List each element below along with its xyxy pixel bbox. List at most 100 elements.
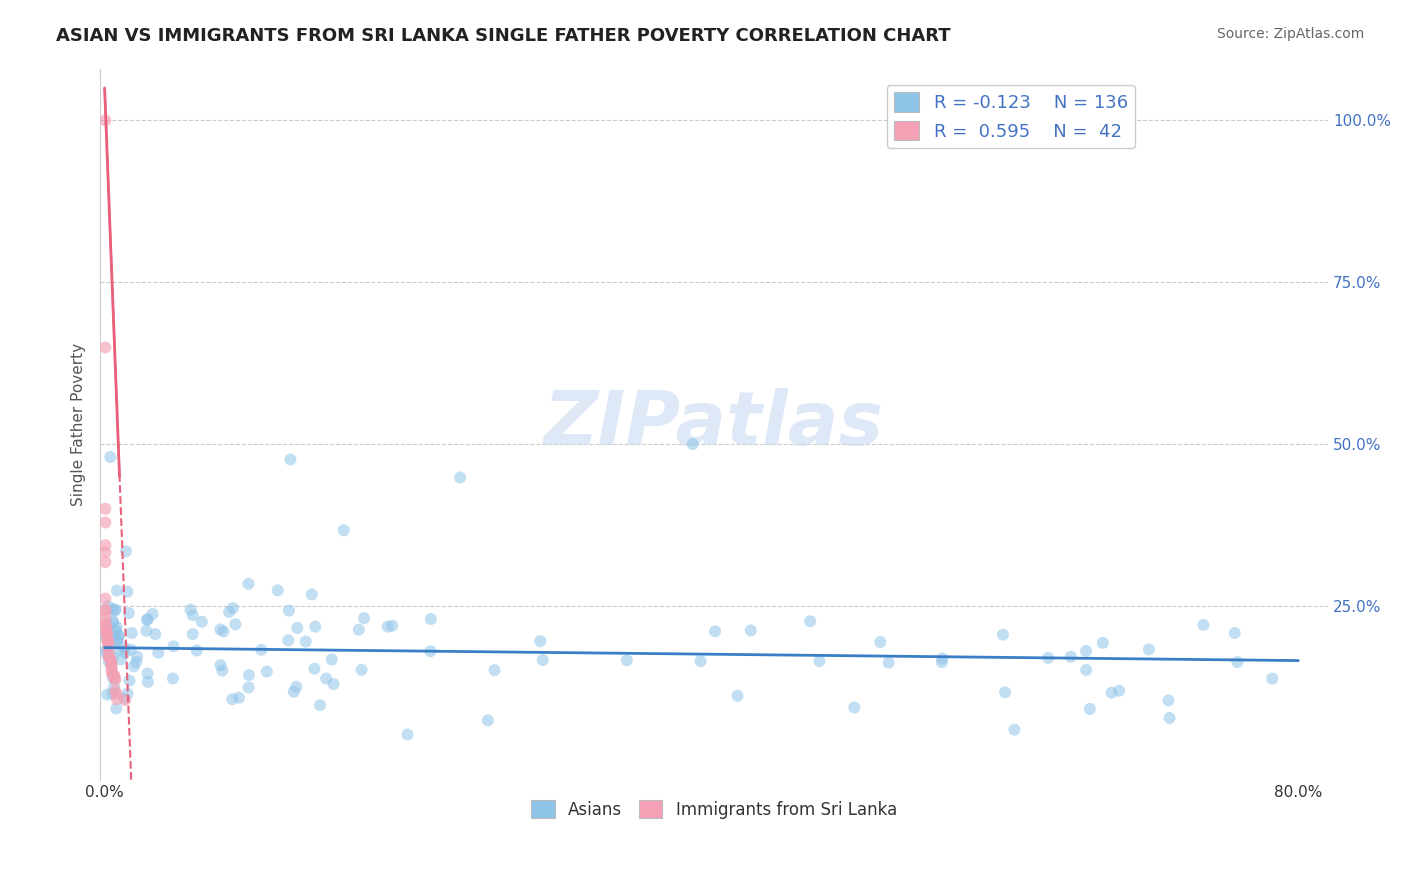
Point [105,583,128,598]
Point [120,642,142,657]
Point [179,602,201,616]
Point [181,627,204,641]
Point [529,634,551,648]
Point [97,599,120,614]
Point [94,604,117,618]
Point [277,633,299,648]
Point [105,687,128,701]
Point [682,437,704,451]
Y-axis label: Single Father Poverty: Single Father Poverty [72,343,86,506]
Point [1137,642,1160,657]
Point [1192,618,1215,632]
Point [108,628,131,642]
Point [136,674,159,689]
Point [96,625,118,640]
Point [101,649,124,664]
Point [100,658,122,673]
Point [112,691,135,706]
Point [94,341,117,355]
Point [1261,672,1284,686]
Point [531,653,554,667]
Point [101,665,124,679]
Point [94,642,117,657]
Point [115,544,138,558]
Point [97,655,120,669]
Point [844,700,866,714]
Point [238,668,260,682]
Point [304,662,326,676]
Legend: Asians, Immigrants from Sri Lanka: Asians, Immigrants from Sri Lanka [524,793,904,825]
Point [1108,683,1130,698]
Point [101,602,124,616]
Point [112,640,135,655]
Point [218,605,240,619]
Point [100,652,122,666]
Point [141,607,163,621]
Point [267,583,290,598]
Point [98,650,121,665]
Point [1076,663,1098,677]
Point [100,658,122,673]
Point [97,635,120,649]
Point [94,602,117,616]
Point [799,614,821,628]
Point [96,626,118,640]
Point [1159,711,1181,725]
Point [101,667,124,681]
Point [97,640,120,655]
Point [994,685,1017,699]
Point [114,646,136,660]
Point [97,633,120,648]
Point [125,655,148,669]
Point [377,620,399,634]
Point [97,649,120,664]
Point [94,545,117,559]
Point [127,649,149,664]
Point [209,623,232,637]
Point [280,452,302,467]
Point [104,671,127,685]
Point [396,728,419,742]
Point [222,601,245,615]
Point [350,663,373,677]
Point [96,633,118,648]
Point [689,654,711,668]
Point [186,643,208,657]
Point [94,555,117,569]
Point [136,666,159,681]
Point [162,672,184,686]
Point [449,470,471,484]
Point [419,644,441,658]
Point [96,688,118,702]
Point [1074,644,1097,658]
Point [347,623,370,637]
Point [309,698,332,712]
Point [100,450,122,464]
Point [118,673,141,688]
Point [104,604,127,618]
Point [238,577,260,591]
Point [94,538,117,552]
Point [100,655,122,669]
Point [211,664,233,678]
Point [285,680,308,694]
Point [322,677,344,691]
Point [256,665,278,679]
Point [332,523,354,537]
Point [315,672,337,686]
Point [101,614,124,628]
Point [110,652,132,666]
Point [301,587,323,601]
Point [162,640,184,654]
Point [1078,702,1101,716]
Point [221,692,243,706]
Point [94,591,117,606]
Point [94,615,117,630]
Point [484,663,506,677]
Point [103,668,125,682]
Point [94,516,117,530]
Point [94,113,117,128]
Point [114,693,136,707]
Point [477,714,499,728]
Point [105,692,128,706]
